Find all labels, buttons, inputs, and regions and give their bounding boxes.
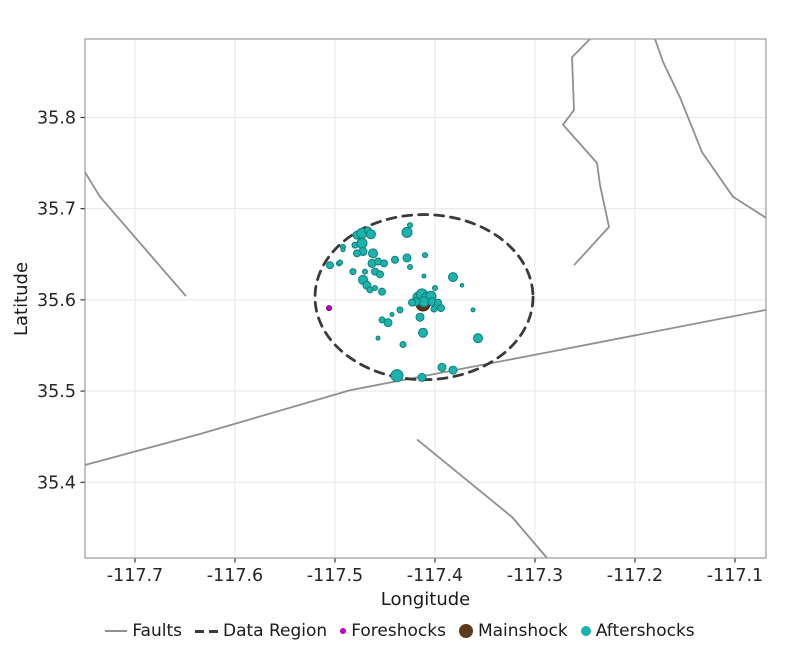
legend-label: Foreshocks xyxy=(351,621,446,641)
y-axis-label: Latitude xyxy=(11,261,32,337)
y-tick-label: 35.5 xyxy=(37,382,76,402)
aftershock-point xyxy=(418,327,428,338)
aftershock-point xyxy=(356,237,368,249)
aftershock-point xyxy=(407,264,413,271)
aftershock-point xyxy=(473,333,483,344)
x-tick-label: -117.5 xyxy=(307,566,363,586)
aftershock-point xyxy=(401,226,413,238)
x-tick-label: -117.4 xyxy=(407,566,463,586)
fault-line xyxy=(84,309,767,466)
aftershock-point xyxy=(340,247,346,253)
legend-label: Data Region xyxy=(223,621,328,641)
aftershock-point xyxy=(396,306,404,314)
y-tick-label: 35.4 xyxy=(37,473,76,493)
y-tick-label: 35.8 xyxy=(37,108,76,128)
aftershock-point xyxy=(422,252,428,259)
legend-dot-swatch xyxy=(580,626,591,636)
aftershock-point xyxy=(383,318,393,328)
aftershock-point xyxy=(430,305,438,313)
legend-label: Faults xyxy=(132,621,182,641)
aftershock-point xyxy=(376,270,384,279)
aftershock-point xyxy=(408,298,416,307)
y-tick-label: 35.6 xyxy=(37,291,76,311)
x-tick-label: -117.7 xyxy=(107,566,163,586)
aftershock-point xyxy=(378,287,386,296)
foreshock-point xyxy=(326,305,332,312)
aftershock-point xyxy=(362,268,368,275)
legend-item-aftershocks: Aftershocks xyxy=(580,621,695,641)
legend-item-data-region: Data Region xyxy=(195,621,327,641)
aftershock-point xyxy=(349,268,357,276)
legend-item-mainshock: Mainshock xyxy=(458,621,568,641)
aftershock-point xyxy=(368,248,378,259)
legend: Faults Data Region Foreshocks Mainshock Afte… xyxy=(0,618,800,644)
aftershock-point xyxy=(337,259,343,266)
aftershock-point xyxy=(421,273,427,279)
x-tick-label: -117.6 xyxy=(207,566,263,586)
aftershock-point xyxy=(448,272,458,283)
aftershock-point xyxy=(437,304,445,313)
aftershock-point xyxy=(390,369,404,383)
legend-dot-swatch xyxy=(458,624,473,638)
aftershock-point xyxy=(407,222,413,229)
y-tick-label: 35.7 xyxy=(37,200,76,220)
aftershock-point xyxy=(470,307,476,313)
legend-item-foreshocks: Foreshocks xyxy=(340,621,446,641)
legend-label: Aftershocks xyxy=(595,621,695,641)
legend-dot-swatch xyxy=(340,628,347,634)
x-tick-label: -117.3 xyxy=(507,566,563,586)
fault-line xyxy=(84,171,187,297)
x-tick-label: -117.2 xyxy=(607,566,663,586)
legend-line-swatch xyxy=(105,630,128,632)
aftershock-point xyxy=(399,341,407,349)
aftershock-point xyxy=(353,249,361,258)
plot-border xyxy=(84,38,767,559)
legend-dash-swatch xyxy=(195,629,218,633)
legend-item-faults: Faults xyxy=(105,621,182,641)
fault-line xyxy=(654,38,767,219)
aftershock-point xyxy=(375,335,381,341)
aftershock-point xyxy=(432,285,438,292)
aftershock-point xyxy=(366,229,376,240)
aftershock-point xyxy=(437,362,447,372)
aftershock-point xyxy=(380,259,388,268)
aftershock-point xyxy=(448,365,458,375)
aftershock-point xyxy=(415,312,425,322)
fault-line xyxy=(416,438,548,559)
aftershock-point xyxy=(389,311,395,317)
fault-line xyxy=(562,38,610,266)
aftershock-point xyxy=(459,282,465,288)
x-tick-label: -117.1 xyxy=(707,566,763,586)
aftershock-point xyxy=(402,253,412,263)
aftershock-point xyxy=(326,261,334,270)
aftershock-point xyxy=(372,285,378,292)
aftershock-point xyxy=(391,255,399,264)
x-axis-label: Longitude xyxy=(380,589,471,610)
legend-label: Mainshock xyxy=(477,621,568,641)
aftershock-point xyxy=(417,372,427,382)
